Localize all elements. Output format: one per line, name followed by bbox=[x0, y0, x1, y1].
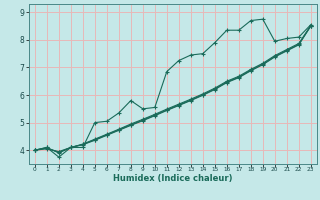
X-axis label: Humidex (Indice chaleur): Humidex (Indice chaleur) bbox=[113, 174, 233, 183]
